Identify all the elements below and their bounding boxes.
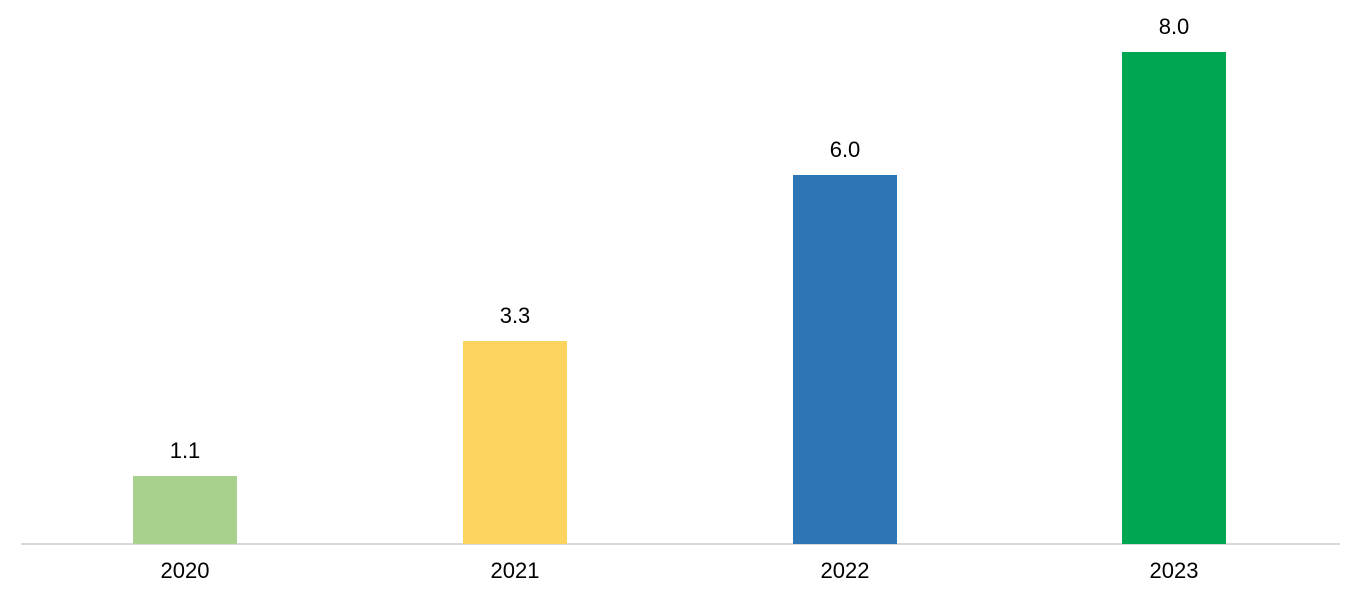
x-axis-label: 2022 [820, 558, 870, 583]
bar-2021 [463, 341, 567, 544]
x-axis-line [21, 543, 1340, 545]
bar-value-label: 8.0 [1158, 14, 1190, 39]
bar-value-label: 1.1 [169, 438, 201, 463]
bar-2020 [133, 476, 237, 544]
bar-2022 [793, 175, 897, 544]
x-axis-label: 2021 [490, 558, 540, 583]
bar-value-label: 6.0 [829, 137, 861, 162]
bar-value-label: 3.3 [499, 303, 531, 328]
bar-2023 [1122, 52, 1226, 544]
x-axis-label: 2020 [160, 558, 210, 583]
x-axis-label: 2023 [1149, 558, 1199, 583]
